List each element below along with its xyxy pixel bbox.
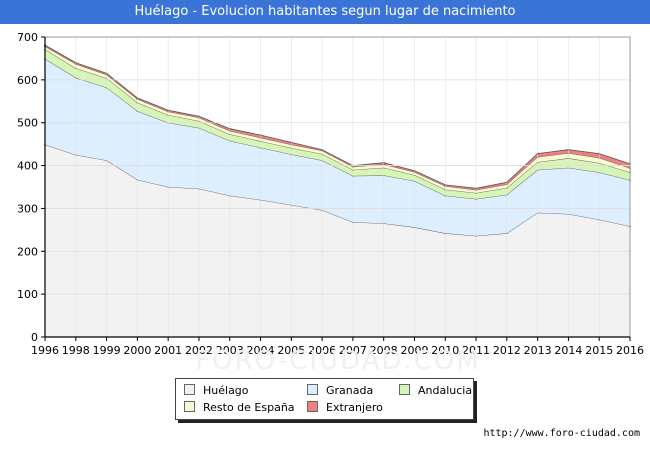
area-huelago	[45, 144, 630, 337]
y-tick-label: 200	[17, 245, 38, 258]
x-tick-label: 2000	[123, 344, 151, 357]
legend: Huélago Granada Andalucia Resto de Españ…	[175, 378, 474, 420]
legend-label-andalucia: Andalucia	[418, 384, 473, 397]
x-tick-label: 1996	[31, 344, 59, 357]
source-url: http://www.foro-ciudad.com	[483, 428, 640, 439]
y-tick-label: 100	[17, 288, 38, 301]
x-tick-label: 1998	[62, 344, 90, 357]
legend-item-resto-espana: Resto de España	[184, 401, 295, 415]
x-tick-label: 2012	[493, 344, 521, 357]
legend-item-huelago: Huélago	[184, 384, 249, 398]
y-tick-label: 300	[17, 202, 38, 215]
x-tick-label: 2010	[431, 344, 459, 357]
legend-label-resto-espana: Resto de España	[203, 401, 295, 414]
x-tick-label: 2013	[524, 344, 552, 357]
legend-swatch-resto-espana	[184, 401, 195, 412]
legend-item-andalucia: Andalucia	[399, 384, 472, 398]
y-tick-label: 500	[17, 117, 38, 130]
x-tick-label: 2001	[154, 344, 182, 357]
y-tick-label: 600	[17, 74, 38, 87]
area-granada	[45, 58, 630, 236]
x-tick-label: 1999	[93, 344, 121, 357]
x-tick-label: 2008	[370, 344, 398, 357]
y-tick-label: 0	[31, 331, 38, 344]
x-tick-label: 2002	[185, 344, 213, 357]
x-tick-label: 2016	[616, 344, 644, 357]
area-line-extranjero	[44, 44, 631, 189]
legend-swatch-extranjero	[307, 401, 318, 412]
y-tick-label: 700	[17, 31, 38, 44]
legend-swatch-andalucia	[399, 384, 410, 395]
legend-item-extranjero: Extranjero	[307, 401, 383, 415]
x-tick-label: 2006	[308, 344, 336, 357]
x-tick-label: 2005	[277, 344, 305, 357]
legend-item-granada: Granada	[307, 384, 373, 398]
x-tick-label: 2003	[216, 344, 244, 357]
watermark: FORO-CIUDAD.COM	[195, 346, 481, 369]
y-tick-label: 400	[17, 160, 38, 173]
x-tick-label: 2009	[400, 344, 428, 357]
legend-label-granada: Granada	[326, 384, 374, 397]
x-tick-label: 2004	[247, 344, 275, 357]
chart-title: Huélago - Evolucion habitantes segun lug…	[0, 0, 650, 24]
legend-label-extranjero: Extranjero	[326, 401, 383, 414]
x-tick-label: 2014	[554, 344, 582, 357]
legend-label-huelago: Huélago	[203, 384, 249, 397]
x-tick-label: 2007	[339, 344, 367, 357]
x-tick-label: 2015	[585, 344, 613, 357]
legend-swatch-granada	[307, 384, 318, 395]
legend-swatch-huelago	[184, 384, 195, 395]
x-tick-label: 2011	[462, 344, 490, 357]
